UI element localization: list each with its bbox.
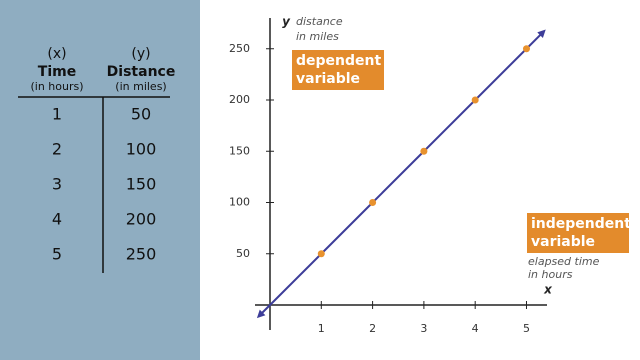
table-cell: 250 xyxy=(126,245,157,264)
table-cell: 3 xyxy=(52,175,62,194)
chart: 1 2 3 4 5 50 100 150 200 250 y distance in miles x ela… xyxy=(229,15,631,336)
column-name: Time xyxy=(38,64,76,80)
y-tick-label: 150 xyxy=(229,144,250,157)
annotation: dependent xyxy=(296,53,381,69)
y-tick-label: 100 xyxy=(229,196,250,209)
x-tick-label: 5 xyxy=(523,322,530,335)
y-tick-label: 50 xyxy=(236,247,250,260)
y-tick-label: 250 xyxy=(229,42,250,55)
data-point xyxy=(369,199,377,206)
column-symbol: (y) xyxy=(131,46,150,62)
y-axis-symbol: y xyxy=(282,15,291,29)
x-tick-label: 4 xyxy=(472,322,479,335)
y-axis-label: in miles xyxy=(296,30,339,43)
line-extension xyxy=(525,29,546,50)
data-point xyxy=(420,147,428,155)
annotation-box xyxy=(527,213,629,253)
table-cell: 100 xyxy=(126,140,157,159)
column-name: Distance xyxy=(107,64,176,80)
y-tick-label: 200 xyxy=(229,93,250,106)
table-cell: 1 xyxy=(52,105,62,124)
annotation: variable xyxy=(531,234,595,250)
column-unit: (in hours) xyxy=(30,80,83,93)
y-axis-label: distance xyxy=(296,15,343,28)
x-tick-label: 1 xyxy=(318,322,325,335)
annotation-box xyxy=(292,50,384,90)
table-cell: 2 xyxy=(52,140,62,159)
table-cell: 50 xyxy=(131,105,151,124)
table-cell: 4 xyxy=(52,210,62,229)
data-point xyxy=(471,96,479,104)
table-panel xyxy=(0,0,200,360)
x-tick-label: 2 xyxy=(369,322,376,335)
annotation: variable xyxy=(296,71,360,87)
table-cell: 150 xyxy=(126,175,157,194)
column-symbol: (x) xyxy=(47,46,66,62)
column-unit: (in miles) xyxy=(115,80,166,93)
annotation: independent xyxy=(531,216,631,232)
line-extension xyxy=(256,253,323,319)
x-axis-label: elapsed time xyxy=(528,255,600,268)
x-axis-symbol: x xyxy=(543,283,553,297)
data-point xyxy=(317,250,325,258)
data-point xyxy=(522,45,530,53)
x-axis-label: in hours xyxy=(528,268,573,281)
table-cell: 200 xyxy=(126,210,157,229)
table-cell: 5 xyxy=(52,245,62,264)
table: (x)Time(in hours)(y)Distance(in miles)1 5… xyxy=(30,46,175,264)
x-tick-label: 3 xyxy=(420,322,427,335)
